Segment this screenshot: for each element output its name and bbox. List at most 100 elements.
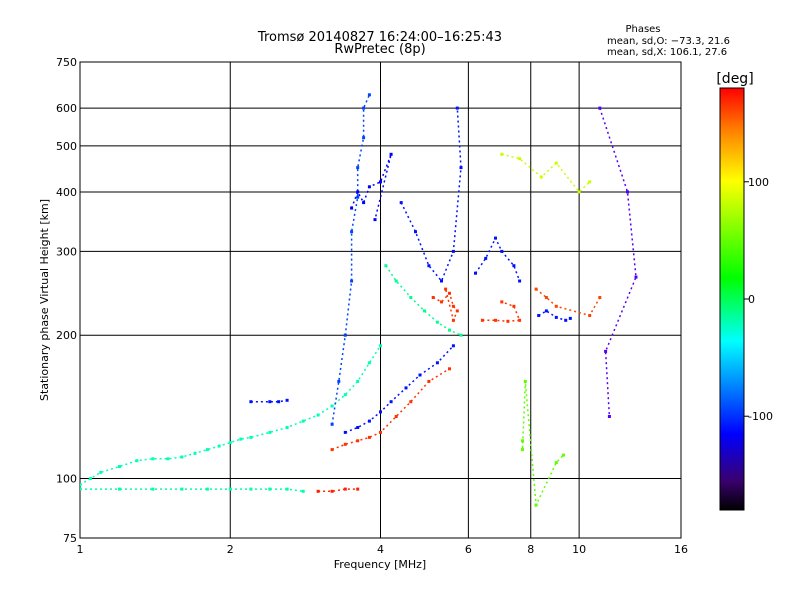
data-point — [604, 349, 608, 353]
data-point — [362, 136, 366, 140]
data-point — [455, 106, 459, 110]
data-point — [494, 318, 497, 322]
data-point — [367, 93, 371, 97]
data-point — [343, 442, 347, 446]
data-point — [99, 470, 103, 474]
data-point — [239, 437, 243, 441]
data-point — [249, 400, 253, 404]
data-point — [180, 455, 184, 459]
data-point — [118, 465, 121, 468]
data-point — [451, 249, 455, 253]
y-tick-label: 500 — [56, 140, 77, 153]
data-point — [561, 453, 565, 457]
data-point — [362, 106, 366, 110]
data-point — [512, 304, 516, 308]
y-tick-label: 200 — [56, 329, 77, 342]
data-point — [554, 304, 558, 308]
x-tick-label: 1 — [77, 543, 84, 556]
data-point — [277, 400, 281, 404]
data-point — [80, 487, 82, 491]
y-tick-label: 600 — [56, 102, 77, 115]
y-tick-label: 400 — [56, 186, 77, 199]
data-point — [440, 300, 443, 304]
data-point — [217, 444, 221, 448]
data-point — [414, 230, 417, 234]
data-point — [451, 344, 455, 348]
data-point — [588, 314, 592, 317]
x-axis-ticks: 1 2 4 6 8 10 16 — [77, 543, 689, 556]
data-point — [534, 287, 538, 291]
data-point — [448, 291, 451, 295]
colorbar-label: [deg] — [716, 71, 753, 87]
data-point — [423, 309, 426, 313]
data-point — [367, 435, 371, 439]
data-point — [500, 300, 504, 304]
data-point — [435, 320, 439, 324]
y-tick-label: 750 — [56, 56, 77, 69]
data-point — [356, 487, 360, 491]
data-point — [427, 379, 431, 383]
data-point — [373, 218, 377, 222]
data-point — [484, 256, 488, 260]
chart-subtitle: RwPretec (8p) — [334, 42, 425, 57]
data-point — [598, 106, 602, 110]
chart-title: Tromsø 20140827 16:24:00–16:25:43 — [257, 30, 502, 45]
data-point — [379, 344, 382, 348]
trace-line — [482, 301, 521, 323]
data-point — [577, 190, 581, 194]
data-point — [330, 489, 334, 493]
data-point — [431, 296, 435, 299]
data-point — [356, 379, 360, 383]
data-point — [626, 190, 629, 194]
data-point — [544, 296, 548, 299]
data-point — [404, 386, 408, 390]
data-point — [389, 152, 393, 156]
data-point — [337, 379, 341, 383]
x-tick-label: 6 — [465, 543, 472, 556]
data-point — [459, 333, 463, 337]
data-point — [151, 487, 155, 491]
data-point — [523, 379, 527, 383]
data-point — [330, 422, 334, 426]
x-tick-label: 2 — [227, 543, 234, 556]
phases-x-stats: mean, sd,X: 106.1, 27.6 — [607, 47, 727, 58]
colorbar — [719, 87, 745, 511]
data-point — [448, 367, 451, 371]
y-axis-ticks: 75 100 200 300 400 500 600 750 — [56, 56, 77, 545]
data-point — [193, 451, 197, 455]
data-point — [316, 489, 320, 493]
data-point — [512, 264, 516, 268]
data-point — [455, 309, 459, 313]
data-point — [500, 152, 504, 156]
data-point — [89, 477, 93, 480]
y-tick-label: 300 — [56, 245, 77, 258]
data-point — [534, 503, 538, 507]
data-point — [268, 430, 272, 434]
data-point — [598, 296, 602, 299]
trace-line — [501, 153, 591, 194]
data-point — [268, 487, 272, 491]
data-point — [151, 457, 155, 461]
data-point — [554, 161, 558, 165]
data-point — [518, 157, 522, 161]
y-tick-label: 75 — [63, 532, 77, 545]
data-point — [356, 166, 360, 170]
data-point — [379, 430, 382, 434]
data-point — [494, 236, 497, 240]
data-point — [268, 400, 272, 404]
trace-line — [80, 488, 304, 493]
x-tick-label: 4 — [377, 543, 384, 556]
data-point — [399, 201, 403, 205]
data-point — [356, 439, 360, 443]
data-point — [440, 279, 443, 283]
data-point — [568, 316, 572, 320]
data-point — [80, 483, 82, 487]
data-point — [564, 318, 568, 322]
data-point — [537, 314, 541, 317]
data-point — [350, 279, 354, 283]
trace-line — [599, 107, 637, 417]
data-point — [350, 230, 354, 234]
colorbar-ticks: 100 0 -100 — [744, 176, 773, 423]
data-point — [379, 410, 382, 414]
data-point — [474, 271, 477, 275]
